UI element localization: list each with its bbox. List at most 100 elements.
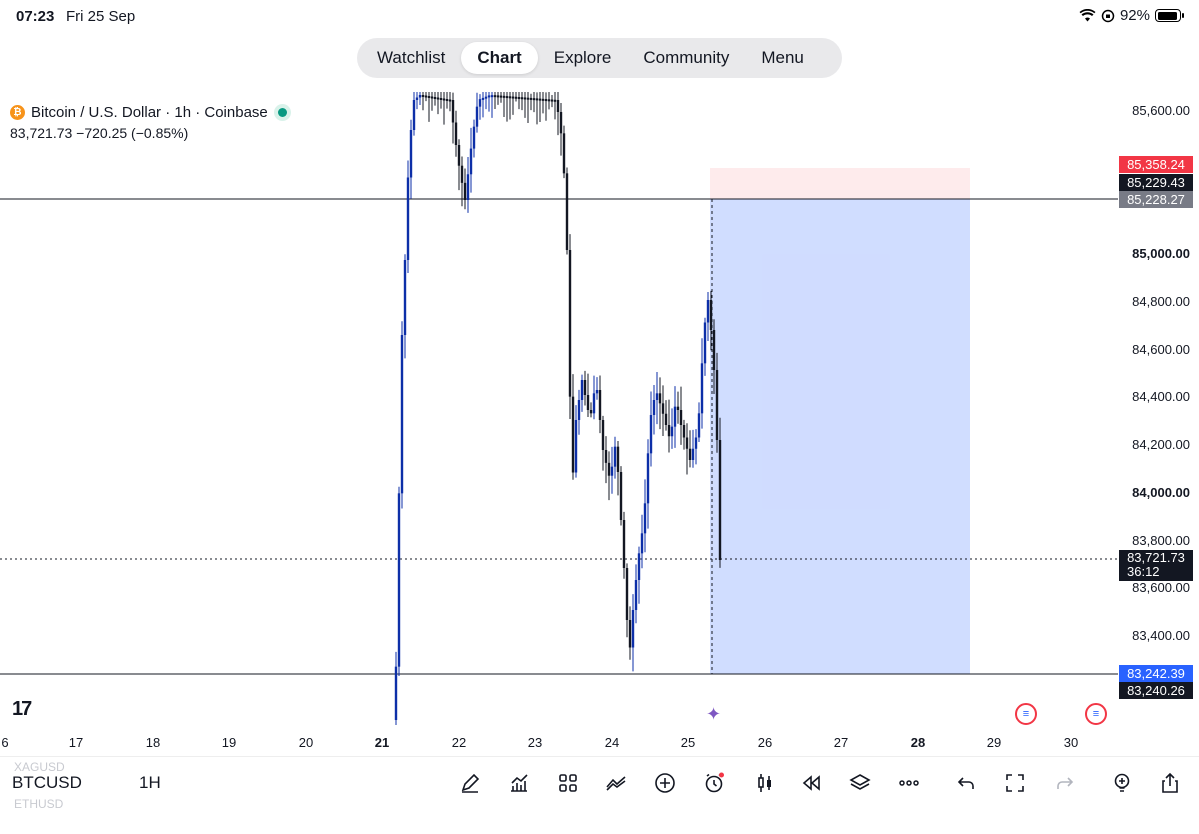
us-event-flag-icon[interactable]: ≡ <box>1015 703 1037 725</box>
price-tag-entry-hi: 85,229.43 <box>1119 174 1193 191</box>
candle-body <box>697 413 701 438</box>
interval-selector[interactable]: 1H <box>139 773 161 792</box>
bulb-icon[interactable] <box>1108 769 1136 797</box>
candles-icon[interactable] <box>751 769 779 797</box>
candle-body <box>481 97 485 100</box>
bottom-toolbar: XAGUSD BTCUSD ETHUSD 1H <box>0 756 1199 834</box>
alert-icon[interactable] <box>700 769 728 797</box>
time-axis-label: 23 <box>528 735 542 750</box>
candle-body <box>649 415 653 454</box>
indicators-icon[interactable] <box>505 769 533 797</box>
price-axis-label: 83,400.00 <box>1132 628 1190 643</box>
layers-icon[interactable] <box>846 769 874 797</box>
time-axis-label: 20 <box>299 735 313 750</box>
fullscreen-icon[interactable] <box>1001 769 1029 797</box>
candle-body <box>670 426 674 437</box>
candle-body <box>661 403 665 414</box>
candle-body <box>622 520 626 568</box>
compare-icon[interactable] <box>602 769 630 797</box>
candle-body <box>559 112 563 134</box>
candle-body <box>667 425 671 437</box>
candle-body <box>562 133 566 174</box>
candle-body <box>418 95 422 98</box>
status-right: 92% <box>1079 7 1184 24</box>
next-ticker[interactable]: ETHUSD <box>14 797 64 811</box>
nav-watchlist[interactable]: Watchlist <box>377 48 446 67</box>
replay-icon[interactable] <box>797 769 825 797</box>
candle-body <box>466 174 470 200</box>
nav-community[interactable]: Community <box>643 48 730 67</box>
redo-icon[interactable] <box>1051 769 1079 797</box>
candle-body <box>706 300 710 323</box>
candle-body <box>634 580 638 610</box>
candle-body <box>652 400 656 415</box>
candle-body <box>607 462 611 476</box>
price-axis[interactable]: 85,600.00 85,000.00 84,800.00 84,600.00 84,4… <box>1132 103 1190 643</box>
legend-title-row: ₿ Bitcoin / U.S. Dollar · 1h · Coinbase <box>10 104 291 121</box>
candle-body <box>403 260 407 335</box>
more-icon[interactable] <box>895 769 923 797</box>
candle-body <box>598 390 602 420</box>
bar-countdown: 36:12 <box>1127 564 1160 579</box>
chart-canvas[interactable]: 85,600.00 85,000.00 84,800.00 84,600.00 84,4… <box>0 0 1199 756</box>
tradingview-logo[interactable]: 17 <box>12 698 32 720</box>
candle-body <box>679 410 683 425</box>
time-axis-label: 28 <box>911 735 925 750</box>
ai-sparkle-icon[interactable]: ✦ <box>706 704 722 724</box>
symbol-ticker[interactable]: BTCUSD <box>12 773 82 792</box>
position-profit-zone[interactable] <box>710 199 970 674</box>
apps-icon[interactable] <box>554 769 582 797</box>
nav-explore[interactable]: Explore <box>553 48 612 67</box>
prev-ticker[interactable]: XAGUSD <box>14 760 65 774</box>
time-axis-label: 6 <box>1 735 8 750</box>
candle-body <box>463 182 467 200</box>
candle-body <box>694 437 698 449</box>
share-icon[interactable] <box>1156 769 1184 797</box>
price-axis-label: 84,400.00 <box>1132 389 1190 404</box>
battery-icon <box>1155 9 1184 22</box>
candle-body <box>574 420 578 473</box>
candle-body <box>475 106 479 127</box>
candle-body <box>580 380 584 400</box>
candle-body <box>457 145 461 166</box>
candle-body <box>508 96 512 99</box>
candle-body <box>568 250 572 397</box>
time-axis[interactable]: 6 17 18 19 20 21 22 23 24 25 26 27 28 29 30 <box>1 735 1078 750</box>
price-tag-stop: 85,358.24 <box>1119 156 1193 173</box>
candle-body <box>556 100 560 112</box>
candle-body <box>610 466 614 476</box>
candle-body <box>526 97 530 100</box>
position-loss-zone[interactable] <box>710 168 970 199</box>
candle-body <box>646 453 650 504</box>
candle-body <box>604 450 608 463</box>
candle-body <box>676 406 680 410</box>
candle-body <box>499 95 503 98</box>
time-axis-label: 22 <box>452 735 466 750</box>
status-date: Fri 25 Sep <box>66 8 136 25</box>
pen-icon[interactable] <box>456 769 484 797</box>
candle-body <box>535 98 539 101</box>
undo-icon[interactable] <box>952 769 980 797</box>
candle-body <box>427 96 431 98</box>
candle-body <box>523 97 527 100</box>
price-axis-label: 85,600.00 <box>1132 103 1190 118</box>
legend-ohlc: 83,721.73 −720.25 (−0.85%) <box>10 125 189 141</box>
candle-body <box>628 620 632 648</box>
chart-legend[interactable]: ₿ Bitcoin / U.S. Dollar · 1h · Coinbase … <box>10 104 291 141</box>
candle-body <box>571 396 575 473</box>
add-icon[interactable] <box>651 769 679 797</box>
nav-menu[interactable]: Menu <box>761 48 804 67</box>
price-axis-label: 83,600.00 <box>1132 580 1190 595</box>
us-event-flag-icon[interactable]: ≡ <box>1085 703 1107 725</box>
candle-body <box>502 95 506 98</box>
candle-body <box>406 177 410 260</box>
time-axis-label: 17 <box>69 735 83 750</box>
price-axis-label: 84,800.00 <box>1132 294 1190 309</box>
candle-body <box>715 370 719 440</box>
candle-body <box>514 96 518 99</box>
nav-chart[interactable]: Chart <box>461 42 538 74</box>
candle-body <box>478 99 482 107</box>
candle-body <box>682 425 686 438</box>
candle-body <box>640 533 644 554</box>
candle-body <box>592 393 596 414</box>
